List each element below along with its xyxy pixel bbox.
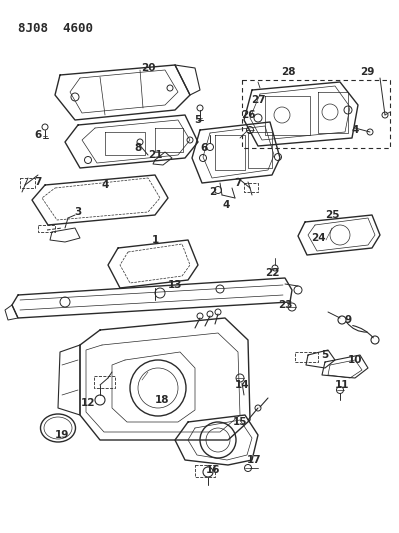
Text: 27: 27 (251, 95, 265, 105)
Text: 7: 7 (234, 178, 242, 188)
Text: 20: 20 (141, 63, 155, 73)
Text: 24: 24 (311, 233, 325, 243)
Text: 7: 7 (34, 177, 41, 187)
Text: 17: 17 (247, 455, 261, 465)
Text: 4: 4 (101, 180, 109, 190)
Text: 25: 25 (325, 210, 339, 220)
Text: 26: 26 (241, 110, 255, 120)
Text: 1: 1 (151, 235, 159, 245)
Text: 4: 4 (222, 200, 230, 210)
Text: 29: 29 (360, 67, 374, 77)
Text: 8: 8 (134, 143, 142, 153)
Text: 13: 13 (168, 280, 182, 290)
Text: 6: 6 (34, 130, 41, 140)
Text: 5: 5 (194, 115, 201, 125)
Text: 15: 15 (233, 417, 247, 427)
Text: 5: 5 (321, 350, 329, 360)
Text: 22: 22 (265, 268, 279, 278)
Text: 2: 2 (209, 187, 217, 197)
Text: 9: 9 (344, 315, 352, 325)
Text: 21: 21 (148, 150, 162, 160)
Text: 28: 28 (281, 67, 295, 77)
Text: 23: 23 (278, 300, 292, 310)
Text: 16: 16 (206, 465, 220, 475)
Text: 4: 4 (351, 125, 359, 135)
Text: 19: 19 (55, 430, 69, 440)
Text: 18: 18 (155, 395, 169, 405)
Text: 3: 3 (74, 207, 82, 217)
Text: 14: 14 (235, 380, 249, 390)
Text: 8J08  4600: 8J08 4600 (18, 22, 93, 35)
Text: 10: 10 (348, 355, 362, 365)
Text: 12: 12 (81, 398, 95, 408)
Text: 6: 6 (200, 143, 207, 153)
Text: 11: 11 (335, 380, 349, 390)
